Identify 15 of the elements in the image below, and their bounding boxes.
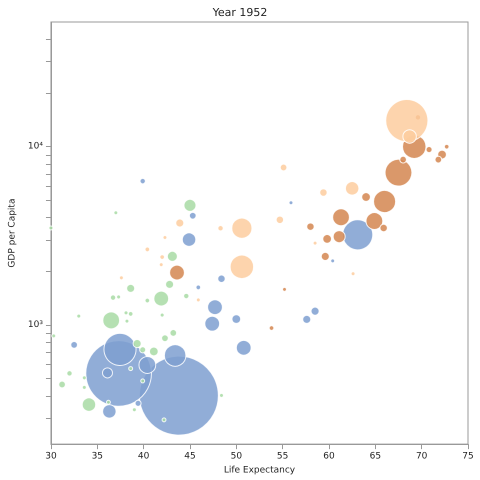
chart-title: Year 1952 (212, 6, 268, 19)
x-tick-label: 70 (416, 452, 428, 462)
y-tick-label: 10⁴ (28, 142, 44, 152)
x-tick-label: 50 (230, 452, 242, 462)
x-tick-label: 75 (462, 452, 474, 462)
x-tick-label: 35 (92, 452, 104, 462)
y-axis-title: GDP per Capita (8, 198, 18, 268)
x-axis-title: Life Expectancy (224, 466, 296, 476)
x-tick-label: 60 (323, 452, 335, 462)
x-tick-label: 30 (45, 452, 57, 462)
x-tick-label: 55 (276, 452, 288, 462)
x-tick-label: 40 (138, 452, 150, 462)
y-tick-label: 10³ (28, 320, 44, 330)
x-tick-label: 45 (184, 452, 196, 462)
x-tick-label: 65 (370, 452, 382, 462)
